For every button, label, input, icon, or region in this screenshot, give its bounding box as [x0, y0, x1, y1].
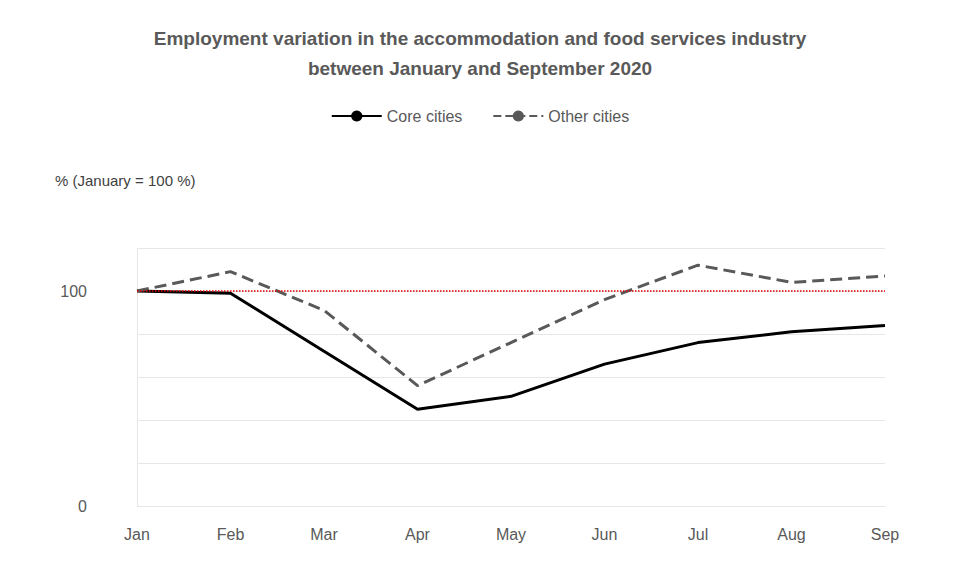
svg-text:between January and September: between January and September 2020 [308, 58, 652, 79]
svg-text:% (January = 100 %): % (January = 100 %) [55, 172, 196, 189]
svg-text:Aug: Aug [777, 526, 805, 543]
svg-text:100: 100 [60, 283, 87, 300]
svg-text:Other cities: Other cities [548, 108, 629, 125]
svg-text:Jun: Jun [592, 526, 618, 543]
svg-text:Apr: Apr [405, 526, 431, 543]
svg-text:Employment variation in the ac: Employment variation in the accommodatio… [154, 28, 807, 49]
svg-text:Feb: Feb [217, 526, 245, 543]
svg-text:Jan: Jan [124, 526, 150, 543]
svg-text:Sep: Sep [871, 526, 900, 543]
svg-text:Mar: Mar [310, 526, 338, 543]
svg-text:Core cities: Core cities [387, 108, 463, 125]
svg-text:Jul: Jul [688, 526, 708, 543]
svg-text:May: May [496, 526, 526, 543]
svg-text:0: 0 [78, 498, 87, 515]
